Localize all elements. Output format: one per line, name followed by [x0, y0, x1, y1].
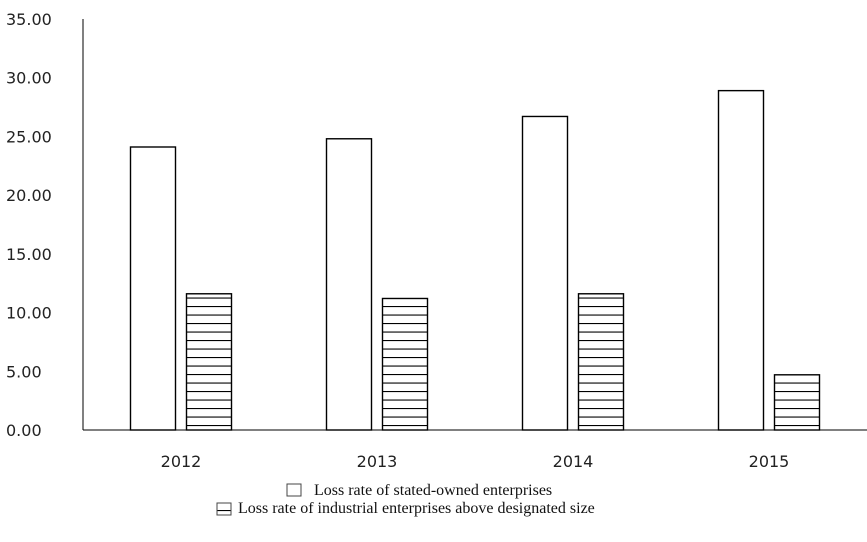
bar-state-owned-2014: [521, 115, 569, 431]
legend-swatch-industrial: [216, 502, 232, 516]
bar-state-owned-2015: [717, 89, 765, 431]
legend: Loss rate of stated-owned enterprises Lo…: [216, 482, 595, 517]
bar-state-owned-2012: [129, 146, 177, 431]
x-tick-label: 2013: [357, 452, 398, 471]
bar-industrial-2015: [773, 374, 821, 431]
x-tick-label: 2015: [749, 452, 790, 471]
bar-industrial-2013: [381, 297, 429, 431]
y-tick-label: 30.00: [6, 69, 52, 88]
bar-industrial-2012: [185, 293, 233, 431]
y-tick-label: 0.00: [6, 421, 42, 440]
legend-swatch-state-owned: [286, 483, 302, 497]
y-axis: 0.00 5.00 10.00 15.00 20.00 25.00 30.00 35.00: [6, 10, 84, 440]
x-tick-label: 2014: [553, 452, 594, 471]
x-axis: 2012 2013 2014 2015: [83, 429, 867, 471]
y-tick-label: 25.00: [6, 127, 52, 146]
y-tick-label: 15.00: [6, 245, 52, 264]
bar-industrial-2014: [577, 293, 625, 431]
x-tick-label: 2012: [161, 452, 202, 471]
y-tick-label: 35.00: [6, 10, 52, 29]
y-tick-label: 10.00: [6, 304, 52, 323]
legend-label-industrial: Loss rate of industrial enterprises abov…: [238, 500, 595, 517]
y-tick-label: 20.00: [6, 186, 52, 205]
legend-label-state-owned: Loss rate of stated-owned enterprises: [314, 482, 552, 499]
bars: [129, 89, 821, 431]
bar-state-owned-2013: [325, 138, 373, 431]
y-tick-label: 5.00: [6, 362, 42, 381]
